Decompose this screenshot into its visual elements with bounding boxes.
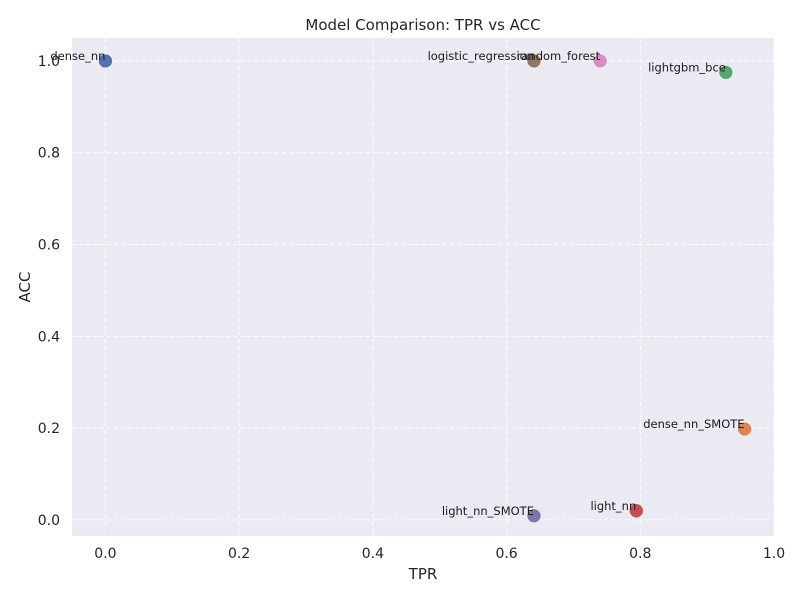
x-tick-labels: 0.0 0.2 0.4 0.6 0.8 1.0	[94, 546, 785, 562]
grid-lines	[72, 38, 775, 536]
x-tick-label: 0.2	[228, 546, 250, 562]
point-label-light_nn_SMOTE: light_nn_SMOTE	[442, 504, 534, 518]
x-tick-label: 0.8	[629, 546, 651, 562]
y-tick-label: 0.2	[38, 421, 60, 437]
chart-title: Model Comparison: TPR vs ACC	[305, 16, 540, 34]
point-label-light_nn: light_nn	[590, 499, 636, 513]
scatter-point-light_nn_SMOTE	[526, 508, 542, 524]
y-tick-label: 0.0	[38, 513, 60, 529]
y-tick-labels: 0.0 0.2 0.4 0.6 0.8 1.0	[38, 54, 60, 529]
y-tick-label: 0.8	[38, 146, 60, 162]
y-tick-label: 0.6	[38, 238, 60, 254]
y-tick-label: 0.4	[38, 329, 60, 345]
point-label-lightgbm_bce: lightgbm_bce	[648, 60, 726, 74]
x-tick-label: 1.0	[763, 546, 785, 562]
scatter-point-dense_nn_SMOTE	[737, 421, 752, 437]
point-label-random_forest: random_forest	[517, 49, 601, 63]
scatter-point-logistic_regression	[526, 53, 542, 69]
x-axis-title: TPR	[408, 565, 438, 583]
point-label-dense_nn: dense_nn	[50, 49, 105, 63]
scatter-point-lightgbm_bce	[718, 65, 734, 80]
x-tick-label: 0.6	[495, 546, 517, 562]
point-label-dense_nn_SMOTE: dense_nn_SMOTE	[643, 417, 744, 431]
data-points	[98, 53, 752, 524]
scatter-point-random_forest	[592, 53, 608, 69]
scatter-point-light_nn	[628, 503, 644, 519]
point-labels: dense_nn logistic_regressionrandom_forest…	[50, 49, 744, 518]
y-axis-title: ACC	[16, 272, 34, 303]
point-label-logistic_regression: logistic_regression	[428, 49, 534, 63]
y-tick-label: 1.0	[38, 54, 60, 70]
plot-area	[72, 38, 774, 536]
scatter-point-dense_nn	[98, 53, 113, 69]
x-tick-label: 0.4	[362, 546, 384, 562]
x-tick-label: 0.0	[94, 546, 116, 562]
